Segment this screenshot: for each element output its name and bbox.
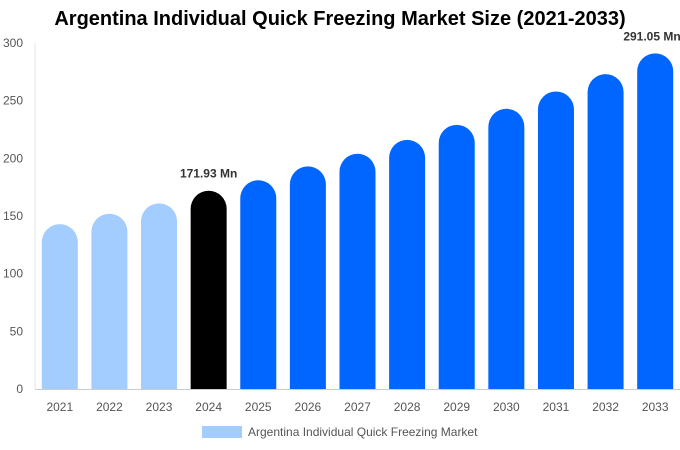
bar-2028: [389, 139, 426, 389]
x-tick-label: 2030: [493, 400, 520, 414]
bar-2022: [91, 213, 128, 389]
x-tick-label: 2029: [443, 400, 470, 414]
x-tick-label: 2022: [96, 400, 123, 414]
bar-2025: [240, 180, 277, 389]
y-tick-label: 100: [3, 267, 23, 281]
legend-label: Argentina Individual Quick Freezing Mark…: [248, 425, 478, 439]
x-tick-label: 2028: [394, 400, 421, 414]
bar-2029: [438, 124, 475, 390]
bar-2033: [637, 53, 674, 390]
bar-2032: [587, 74, 624, 389]
bar-2027: [339, 153, 376, 389]
y-tick-label: 300: [3, 36, 23, 50]
data-label-2024: 171.93 Mn: [180, 167, 237, 181]
x-tick-label: 2027: [344, 400, 371, 414]
y-tick-label: 0: [16, 382, 23, 396]
bar-2030: [488, 108, 525, 389]
bar-2031: [537, 91, 574, 390]
y-tick-label: 150: [3, 209, 23, 223]
bar-2023: [141, 203, 178, 389]
x-tick-label: 2024: [195, 400, 222, 414]
y-tick-label: 50: [10, 324, 24, 338]
bar-2026: [289, 166, 326, 389]
x-tick-label: 2033: [642, 400, 669, 414]
bar-2021: [41, 224, 78, 389]
legend: Argentina Individual Quick Freezing Mark…: [202, 425, 477, 439]
x-tick-label: 2031: [543, 400, 570, 414]
x-tick-label: 2023: [146, 400, 173, 414]
x-tick-label: 2021: [46, 400, 73, 414]
y-tick-label: 250: [3, 94, 23, 108]
x-tick-label: 2025: [245, 400, 272, 414]
chart-title: Argentina Individual Quick Freezing Mark…: [54, 8, 626, 30]
bar-2024: [190, 190, 227, 389]
x-tick-label: 2026: [295, 400, 322, 414]
x-tick-label: 2032: [592, 400, 619, 414]
data-label-2033: 291.05 Mn: [623, 29, 680, 43]
y-tick-label: 200: [3, 151, 23, 165]
legend-swatch: [202, 426, 242, 438]
